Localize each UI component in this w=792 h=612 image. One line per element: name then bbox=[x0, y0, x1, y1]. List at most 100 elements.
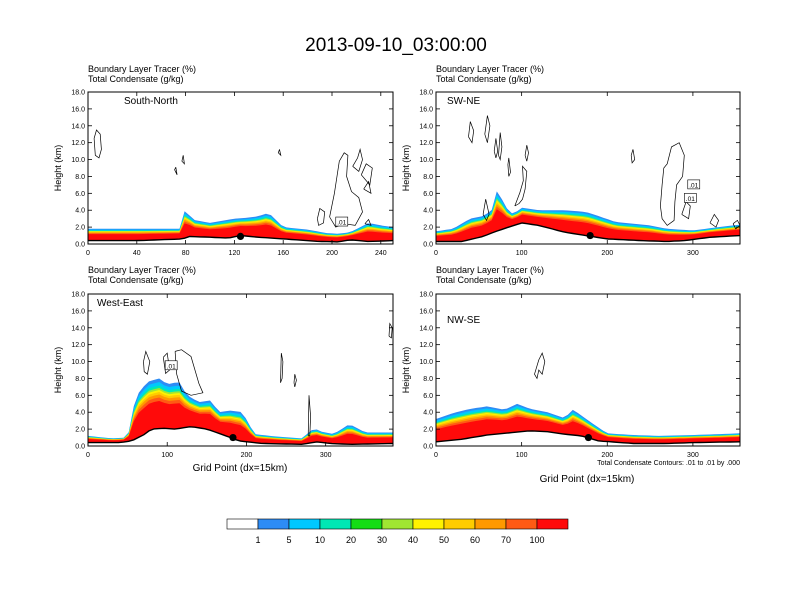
contour-label: .01 bbox=[689, 182, 698, 189]
y-tick-label: 6.0 bbox=[75, 191, 85, 198]
x-tick-label: 200 bbox=[601, 250, 613, 257]
y-axis-label: Height (km) bbox=[53, 347, 63, 394]
y-tick-label: 14.0 bbox=[71, 325, 85, 332]
panel-header-line1: Boundary Layer Tracer (%) bbox=[88, 265, 196, 275]
condensate-contour-5 bbox=[482, 199, 490, 222]
panel-name: West-East bbox=[97, 298, 143, 309]
y-tick-label: 8.0 bbox=[75, 174, 85, 181]
condensate-contour-7 bbox=[360, 163, 373, 186]
contour-label-box bbox=[687, 179, 701, 190]
y-tick-label: 12.0 bbox=[71, 342, 85, 349]
plot-frame bbox=[435, 293, 741, 447]
colorbar-swatch bbox=[505, 518, 538, 530]
y-tick-label: 12.0 bbox=[419, 342, 433, 349]
tracer-layer-8 bbox=[436, 209, 740, 242]
y-tick-label: 6.0 bbox=[423, 393, 433, 400]
axis-ticks: 0 40 80 120 160 200 240 0.0 2.0 4.0 6.0 8.0 10.0 12.0… bbox=[71, 90, 393, 257]
y-tick-label: 12.0 bbox=[419, 140, 433, 147]
x-tick-label: 0 bbox=[434, 452, 438, 459]
y-tick-label: 14.0 bbox=[419, 325, 433, 332]
y-tick-label: 10.0 bbox=[419, 157, 433, 164]
y-tick-label: 2.0 bbox=[423, 427, 433, 434]
panel-name: SW-NE bbox=[447, 96, 480, 107]
condensate-contour-7 bbox=[524, 145, 529, 162]
y-tick-label: 14.0 bbox=[419, 123, 433, 130]
plot-frame bbox=[87, 293, 394, 447]
tracer-layer-8 bbox=[436, 416, 740, 444]
condensate-contour-4 bbox=[317, 207, 326, 226]
condensate-contour-5 bbox=[329, 152, 363, 228]
y-tick-label: 8.0 bbox=[75, 376, 85, 383]
x-tick-label: 0 bbox=[86, 452, 90, 459]
condensate-contour-5 bbox=[307, 395, 311, 437]
colorbar-swatch bbox=[474, 518, 507, 530]
colorbar-label: 5 bbox=[286, 535, 291, 545]
plot-frame bbox=[435, 91, 741, 245]
condensate-contour-3 bbox=[280, 353, 284, 383]
x-tick-label: 200 bbox=[326, 250, 338, 257]
y-tick-label: 6.0 bbox=[75, 393, 85, 400]
x-tick-label: 160 bbox=[277, 250, 289, 257]
terrain-line bbox=[88, 426, 393, 446]
condensate-contour-4 bbox=[507, 157, 511, 177]
plot-area: .01 bbox=[88, 322, 393, 446]
y-tick-label: 2.0 bbox=[423, 225, 433, 232]
condensate-contour-2 bbox=[181, 155, 185, 165]
x-tick-label: 240 bbox=[375, 250, 387, 257]
y-tick-label: 18.0 bbox=[419, 292, 433, 299]
contour-label: .01 bbox=[686, 196, 695, 203]
y-tick-label: 8.0 bbox=[423, 174, 433, 181]
panel-header-line2: Total Condensate (g/kg) bbox=[436, 74, 532, 84]
condensate-contour-6 bbox=[352, 148, 363, 173]
colorbar-swatch bbox=[536, 518, 569, 530]
y-tick-label: 14.0 bbox=[71, 123, 85, 130]
condensate-contour-9 bbox=[660, 142, 685, 226]
y-tick-label: 12.0 bbox=[71, 140, 85, 147]
colorbar-label: 100 bbox=[529, 535, 544, 545]
y-tick-label: 0.0 bbox=[423, 444, 433, 451]
colorbar-label: 20 bbox=[346, 535, 356, 545]
colorbar-swatch bbox=[319, 518, 352, 530]
axis-ticks: 0 100 200 300 0.0 2.0 4.0 6.0 8.0 10.0 12.0 14.0 16.… bbox=[419, 90, 740, 257]
y-tick-label: 6.0 bbox=[423, 191, 433, 198]
y-tick-label: 8.0 bbox=[423, 376, 433, 383]
colorbar-label: 1 bbox=[255, 535, 260, 545]
y-tick-label: 18.0 bbox=[419, 90, 433, 97]
panel-header-line1: Boundary Layer Tracer (%) bbox=[436, 265, 544, 275]
condensate-contour-11 bbox=[709, 213, 719, 228]
colorbar-swatch bbox=[412, 518, 445, 530]
panel-header-line2: Total Condensate (g/kg) bbox=[436, 275, 532, 285]
condensate-contour-9 bbox=[364, 218, 372, 226]
location-marker bbox=[229, 433, 237, 442]
y-tick-label: 16.0 bbox=[419, 106, 433, 113]
condensate-contour-8 bbox=[363, 180, 372, 194]
condensate-contour-12 bbox=[732, 219, 740, 230]
y-tick-label: 18.0 bbox=[71, 90, 85, 97]
y-tick-label: 16.0 bbox=[419, 308, 433, 315]
x-axis-label: Grid Point (dx=15km) bbox=[193, 463, 288, 474]
location-marker bbox=[236, 232, 245, 240]
y-tick-label: 4.0 bbox=[75, 208, 85, 215]
contour-label: .01 bbox=[167, 363, 176, 370]
y-tick-label: 2.0 bbox=[75, 427, 85, 434]
x-tick-label: 300 bbox=[687, 250, 699, 257]
x-tick-label: 80 bbox=[182, 250, 190, 257]
condensate-contour-2 bbox=[493, 138, 499, 158]
condensate-contour-4 bbox=[293, 374, 297, 387]
y-axis-label: Height (km) bbox=[401, 347, 411, 394]
plot-area: .01 .01 bbox=[436, 115, 740, 243]
condensate-contour-3 bbox=[277, 149, 282, 157]
y-tick-label: 0.0 bbox=[75, 444, 85, 451]
x-tick-label: 100 bbox=[516, 452, 528, 459]
tracer-layer-8 bbox=[88, 401, 393, 445]
panel-header-line1: Boundary Layer Tracer (%) bbox=[88, 64, 196, 74]
y-tick-label: 10.0 bbox=[71, 157, 85, 164]
x-tick-label: 100 bbox=[161, 452, 173, 459]
panel-south-north: Boundary Layer Tracer (%) Total Condensa… bbox=[53, 64, 394, 257]
condensate-contour-6 bbox=[514, 165, 528, 207]
y-tick-label: 16.0 bbox=[71, 106, 85, 113]
colorbar-swatch bbox=[443, 518, 476, 530]
x-tick-label: 40 bbox=[133, 250, 141, 257]
tracer-layer-8 bbox=[88, 223, 393, 242]
